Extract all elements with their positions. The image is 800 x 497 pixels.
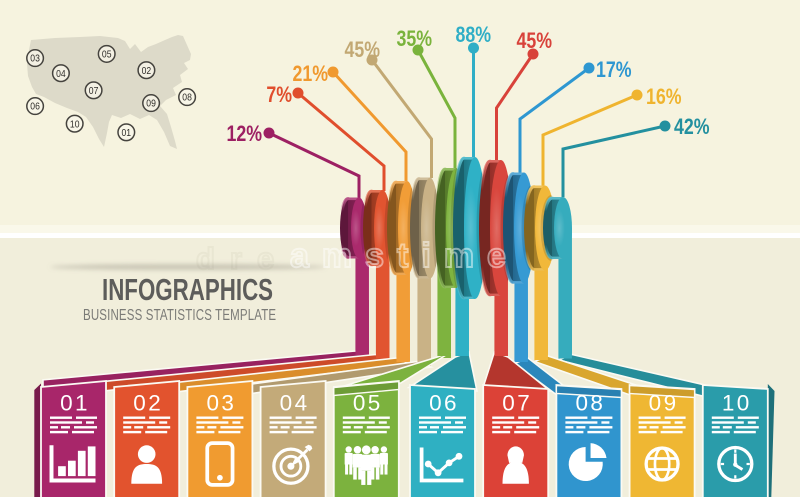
svg-text:dre: dre [196,241,289,276]
svg-text:10: 10 [722,391,752,416]
svg-text:07: 07 [89,85,99,97]
svg-text:7%: 7% [266,83,292,107]
svg-text:06: 06 [429,391,459,416]
svg-text:02: 02 [133,391,163,416]
svg-text:05: 05 [353,391,383,416]
svg-text:04: 04 [56,68,66,80]
svg-text:03: 03 [206,391,236,416]
svg-text:BUSINESS STATISTICS TEMPLATE: BUSINESS STATISTICS TEMPLATE [83,305,276,323]
svg-text:04: 04 [280,391,310,416]
svg-text:09: 09 [649,391,679,416]
svg-text:07: 07 [502,391,532,416]
svg-text:16%: 16% [646,85,682,109]
svg-text:01: 01 [122,127,132,139]
svg-text:INFOGRAPHICS: INFOGRAPHICS [102,272,273,306]
svg-text:45%: 45% [516,29,552,53]
svg-text:06: 06 [30,101,40,113]
svg-text:09: 09 [146,98,156,110]
svg-text:10: 10 [70,119,80,131]
svg-text:17%: 17% [596,58,632,82]
svg-text:08: 08 [575,391,605,416]
svg-text:42%: 42% [674,115,710,139]
svg-text:03: 03 [30,53,40,65]
svg-text:88%: 88% [455,23,491,47]
svg-text:01: 01 [60,391,90,416]
svg-text:45%: 45% [344,38,380,62]
svg-text:21%: 21% [292,62,328,86]
svg-text:amstime: amstime [290,237,519,275]
svg-text:05: 05 [102,49,112,61]
svg-text:12%: 12% [226,122,262,146]
svg-text:02: 02 [142,65,152,77]
svg-text:35%: 35% [396,27,432,51]
svg-text:08: 08 [182,92,192,104]
